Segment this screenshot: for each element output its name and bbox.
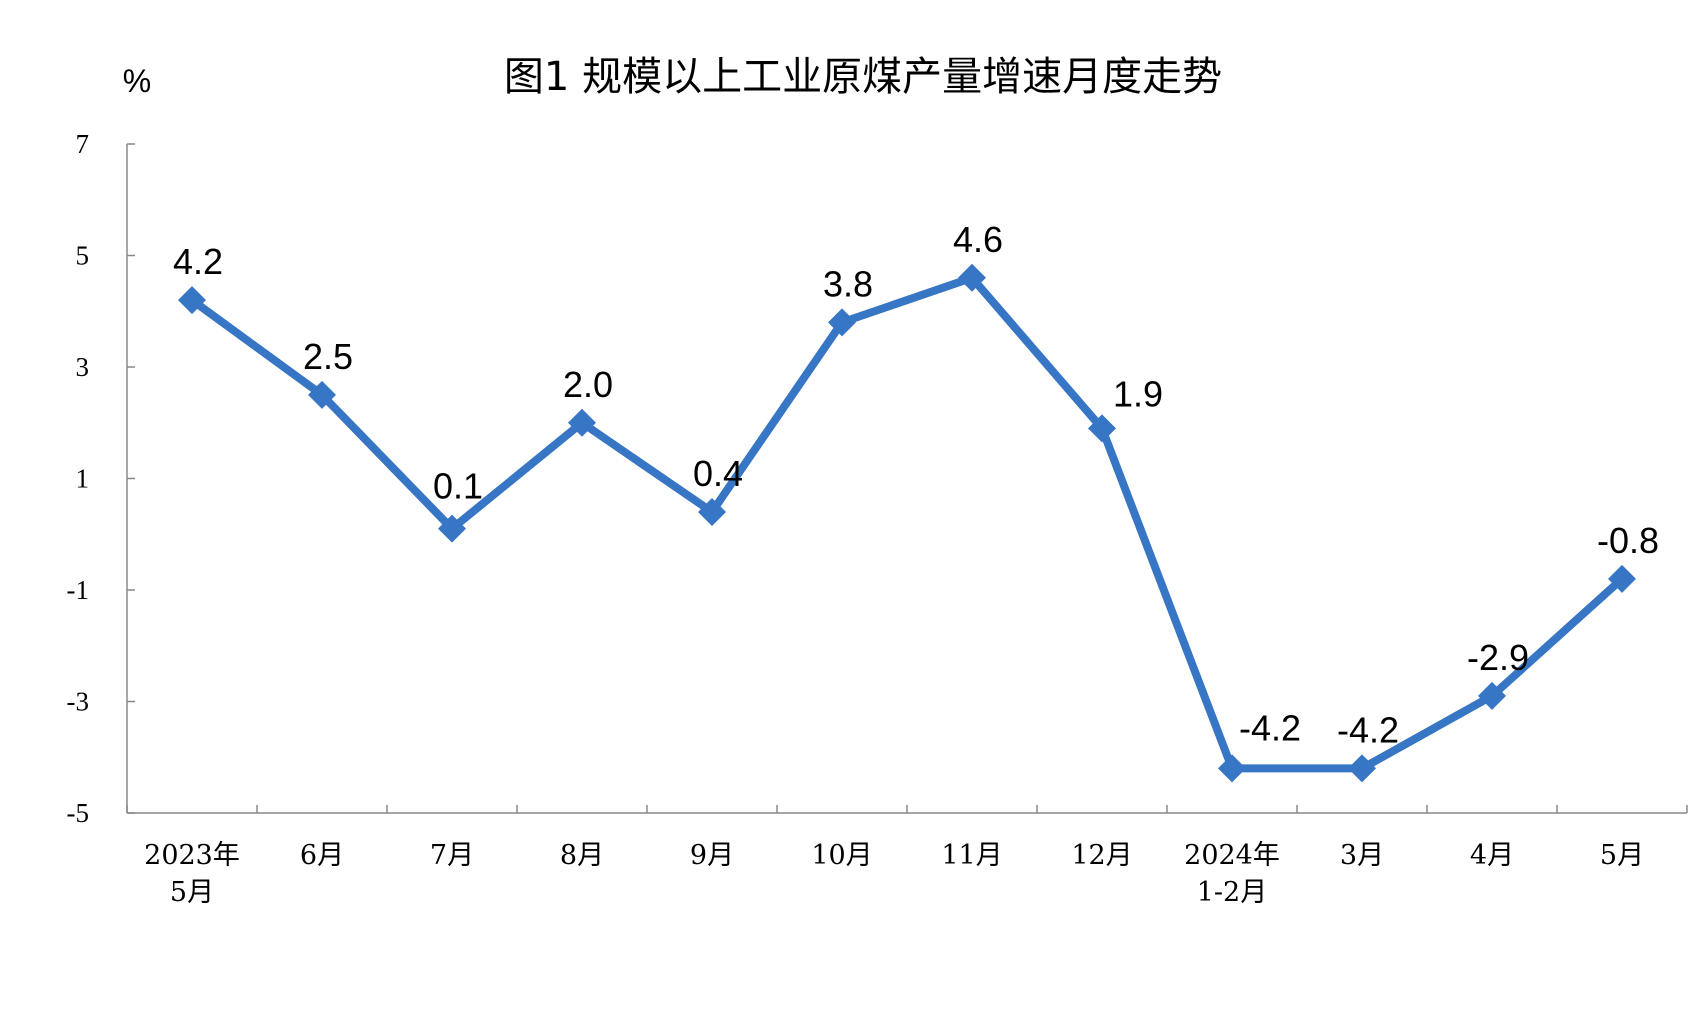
data-point-marker [1348, 754, 1376, 783]
x-tick-label: 9月 [690, 840, 734, 871]
data-label: -4.2 [1239, 707, 1301, 748]
x-tick-label-line: 9月 [690, 840, 734, 871]
x-tick-label: 2024年 1-2月 [1184, 840, 1280, 908]
data-point-marker [698, 497, 726, 526]
x-tick-label: 11月 [941, 840, 1002, 871]
data-label: 0.4 [693, 453, 743, 494]
data-point-marker [438, 514, 466, 543]
x-tick-label-line: 8月 [560, 840, 604, 871]
y-tick-label: -5 [67, 798, 90, 828]
y-tick-label: -1 [67, 575, 90, 605]
x-tick-label-line: 10月 [811, 840, 872, 871]
series-line [189, 273, 1625, 773]
y-tick-label: 7 [76, 129, 90, 159]
data-point-marker [1478, 681, 1506, 710]
data-point-marker [568, 408, 596, 437]
y-tick-label: -3 [67, 687, 90, 717]
data-point-marker [178, 286, 206, 315]
data-point-marker [1608, 564, 1636, 593]
x-tick-label: 5月 [1600, 840, 1644, 871]
x-tick-label-line: 4月 [1470, 840, 1514, 871]
x-tick-label-line: 5月 [1600, 840, 1644, 871]
y-tick-label: 5 [76, 241, 90, 271]
x-tick-label-line: 7月 [430, 840, 474, 871]
x-tick-label: 4月 [1470, 840, 1514, 871]
data-label: 2.0 [563, 364, 613, 405]
data-point-marker [958, 263, 986, 292]
chart-title: 图1 规模以上工业原煤产量增速月度走势 [504, 54, 1222, 100]
x-tick-label: 7月 [430, 840, 474, 871]
x-tick-label-line: 5月 [170, 877, 214, 908]
data-point-marker [1218, 754, 1246, 783]
data-label: -2.9 [1467, 637, 1529, 678]
x-tick-label: 10月 [811, 840, 872, 871]
data-label: -0.8 [1597, 520, 1659, 561]
y-tick-label: 3 [76, 352, 90, 382]
x-tick-label-line: 2023年 [144, 840, 240, 871]
x-tick-label-line: 11月 [941, 840, 1002, 871]
x-tick-label-line: 6月 [300, 840, 344, 871]
x-tick-label: 2023年 5月 [144, 840, 240, 908]
data-label: 2.5 [303, 336, 353, 377]
data-label: 1.9 [1113, 373, 1163, 414]
data-point-marker [1088, 414, 1116, 443]
data-point-marker [308, 380, 336, 409]
data-label: 4.6 [953, 219, 1003, 260]
x-tick-label: 12月 [1071, 840, 1132, 871]
y-axis-unit: % [123, 63, 151, 99]
x-tick-label: 6月 [300, 840, 344, 871]
x-tick-label: 8月 [560, 840, 604, 871]
data-label: -4.2 [1337, 709, 1399, 750]
data-point-marker [828, 308, 856, 337]
x-tick-label-line: 1-2月 [1197, 877, 1267, 908]
data-label: 0.1 [433, 466, 483, 507]
x-tick-label-line: 3月 [1340, 840, 1384, 871]
data-label: 3.8 [823, 263, 873, 304]
x-tick-label: 3月 [1340, 840, 1384, 871]
data-label: 4.2 [173, 241, 223, 282]
x-tick-label-line: 12月 [1071, 840, 1132, 871]
x-tick-label-line: 2024年 [1184, 840, 1280, 871]
y-tick-label: 1 [76, 464, 90, 494]
